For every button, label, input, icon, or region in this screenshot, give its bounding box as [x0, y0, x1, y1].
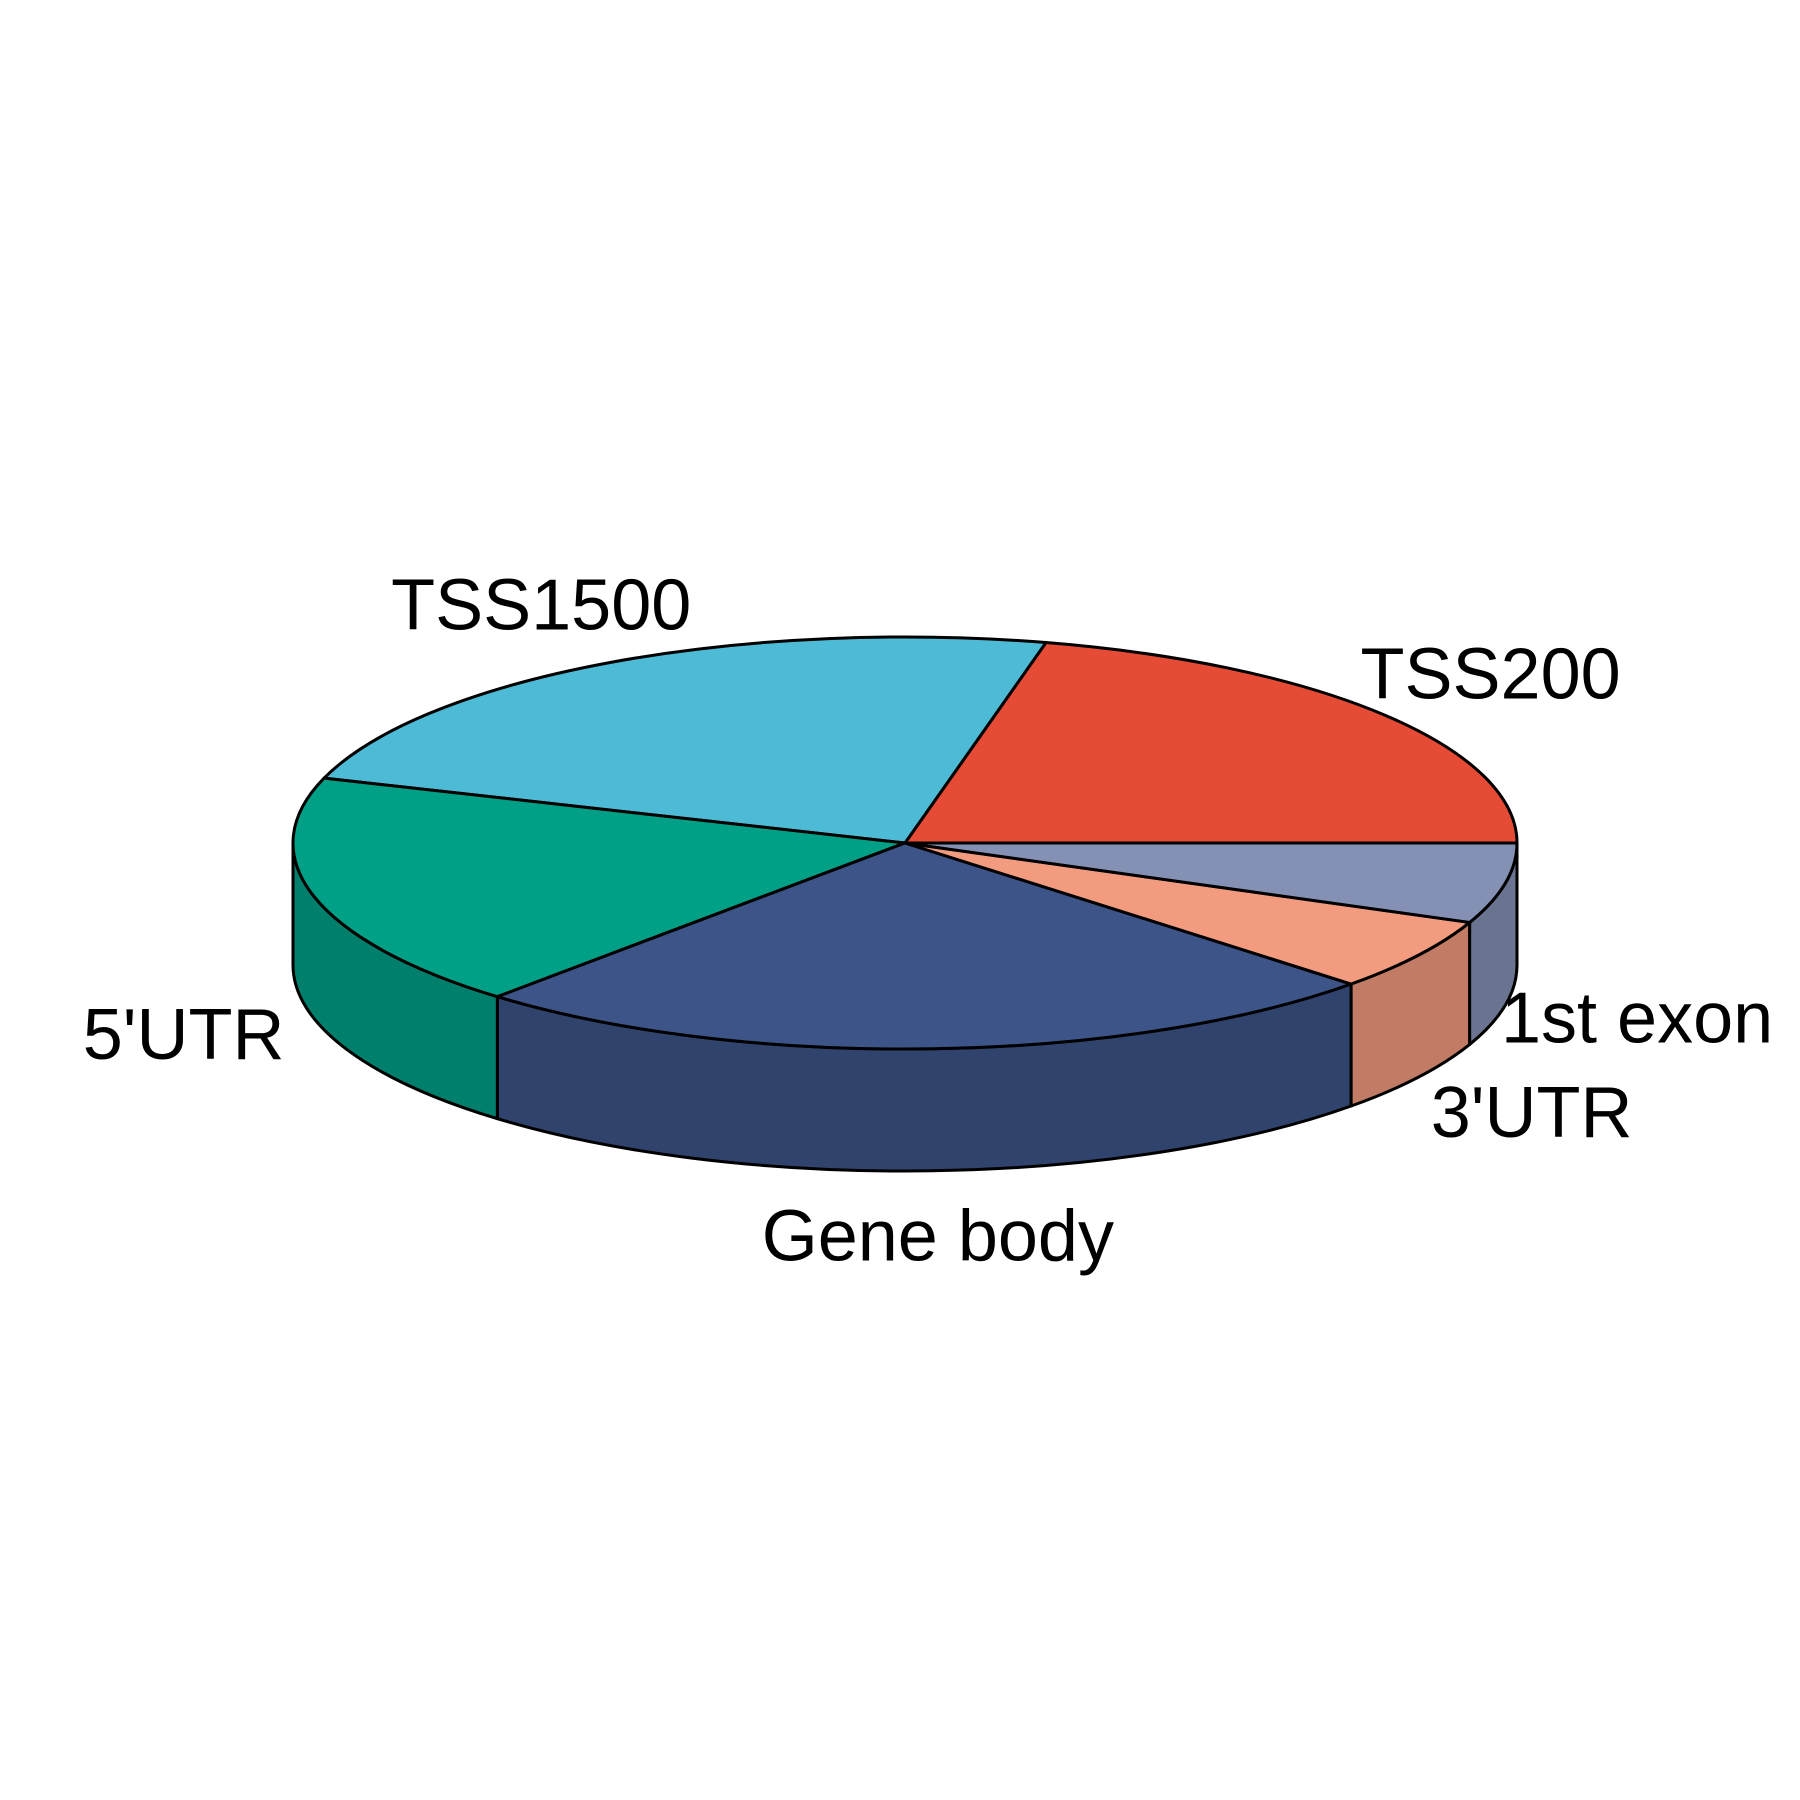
label-5-utr: 5'UTR [83, 995, 285, 1075]
label-tss1500: TSS1500 [391, 566, 691, 646]
slice-3-utr [903, 841, 1472, 986]
label-gene-body: Gene body [762, 1197, 1114, 1277]
slice-5-utr [291, 776, 907, 999]
label-1st-exon: 1st exon [1501, 978, 1773, 1058]
pie-labels: TSS200 TSS1500 5'UTR Gene body 3'UTR 1st exon [83, 566, 1773, 1277]
slice-tss1500 [322, 635, 1048, 845]
label-tss200: TSS200 [1361, 634, 1621, 714]
slice-tss200 [903, 641, 1519, 845]
label-3-utr: 3'UTR [1431, 1073, 1633, 1153]
pie-top [291, 635, 1519, 1051]
slice-1st-exon [903, 841, 1519, 924]
slice-gene-body [495, 841, 1353, 1051]
